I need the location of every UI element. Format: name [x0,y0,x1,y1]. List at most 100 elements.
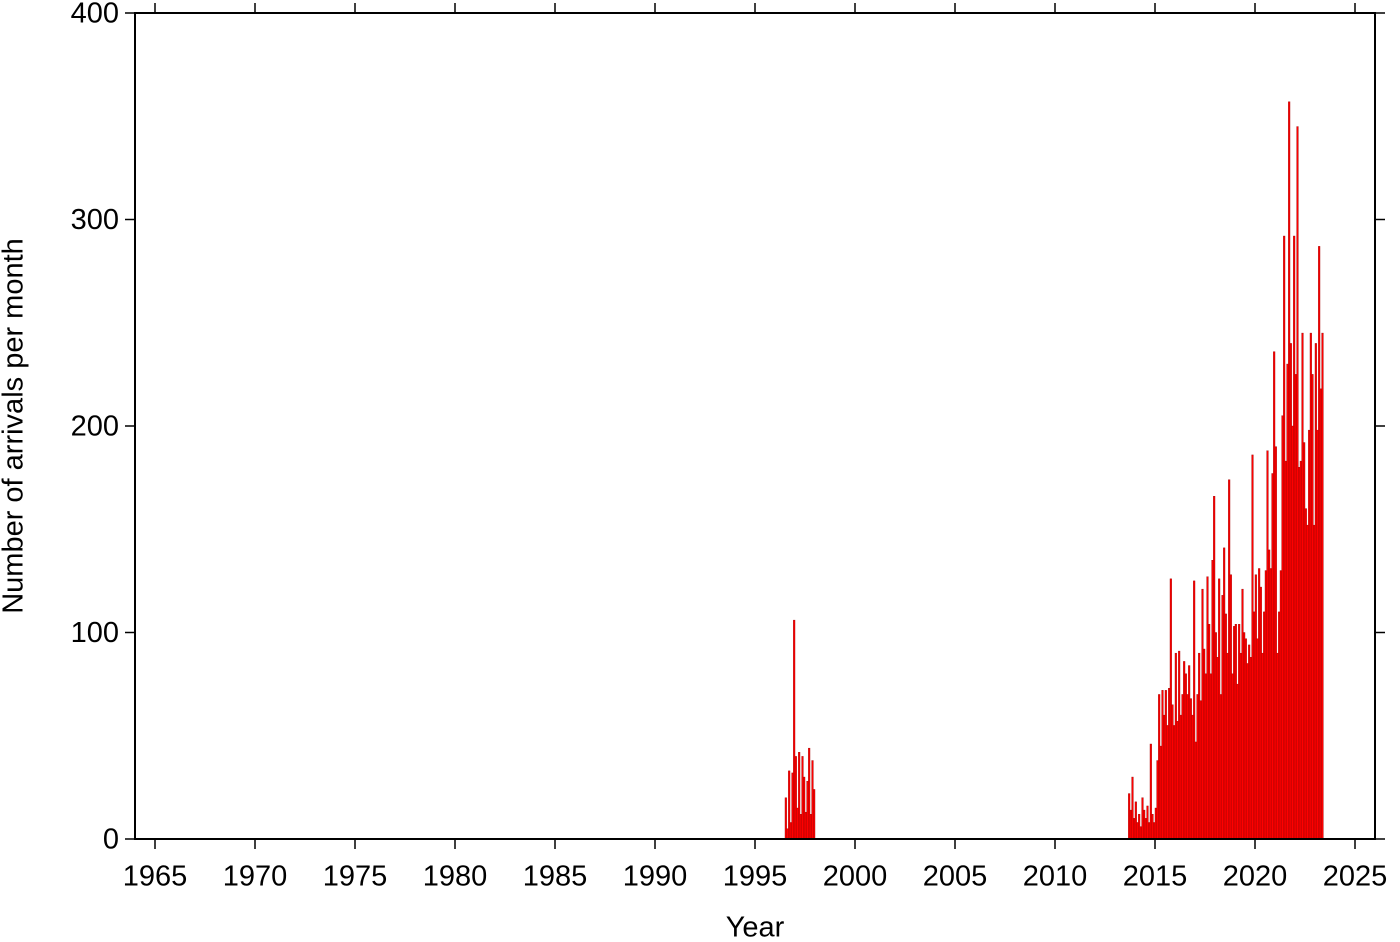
bar [1208,624,1211,840]
bar [1159,745,1162,840]
bar [1203,648,1206,840]
bar [1299,460,1302,840]
bar [1153,822,1156,840]
x-tick-label: 1985 [523,861,588,893]
bar [1211,560,1214,840]
bar [1219,694,1222,840]
bar [1223,547,1226,840]
bar [1139,826,1142,840]
bar [1306,524,1309,840]
bar [811,760,814,840]
x-tick-label: 1990 [623,861,688,893]
bar [1171,704,1174,840]
bar [1314,343,1317,840]
bar [1213,496,1216,840]
bar [1218,578,1221,840]
bar [1304,508,1307,840]
bar [786,828,789,840]
bar [809,814,812,840]
bar [1303,442,1306,840]
bar [1294,374,1297,840]
bar [1136,822,1139,840]
bar [1316,429,1319,840]
bar [1174,652,1177,840]
bar [1161,690,1164,840]
bar [1199,700,1202,840]
bar [1319,388,1322,840]
y-tick-label: 200 [71,411,119,443]
bar [1206,576,1209,840]
bar [1133,818,1136,840]
bar [1308,429,1311,840]
bar [796,807,799,840]
x-tick-label: 2000 [823,861,888,893]
bar [1293,235,1296,840]
bar [1158,694,1161,840]
bar [1269,568,1272,840]
y-tick-label: 0 [103,824,119,856]
bar [806,780,809,840]
bar [1284,460,1287,840]
x-tick-label: 1995 [723,861,788,893]
bar [1179,714,1182,840]
bar [1169,578,1172,840]
bar [1151,814,1154,840]
bar [1221,595,1224,840]
bar [808,747,811,840]
bar [803,776,806,840]
bar [1194,741,1197,840]
bar [801,756,804,840]
bar [1224,613,1227,840]
bar [1241,588,1244,840]
bar [1244,638,1247,840]
bar [798,752,801,840]
bar [1193,580,1196,840]
bar [1216,657,1219,840]
bar [804,811,807,840]
bar [1258,568,1261,840]
bar [1144,818,1147,840]
bar [1154,807,1157,840]
bar [1273,351,1276,840]
bar [1188,665,1191,840]
bar [1261,652,1264,840]
bar [1228,479,1231,840]
bar [1184,673,1187,840]
bar [1146,805,1149,840]
bar [1164,690,1167,840]
bar [1309,332,1312,840]
bar [1156,760,1159,840]
bar [1166,725,1169,840]
bar [1214,632,1217,840]
bar [1253,611,1256,840]
bar [1254,574,1257,840]
bar [1296,126,1299,840]
bar [1231,673,1234,840]
bar [1289,343,1292,840]
bar [1236,683,1239,840]
bar [789,822,792,840]
bar [1288,101,1291,840]
bar [1163,714,1166,840]
bar [1243,632,1246,840]
bar [793,619,796,840]
bar [1263,611,1266,840]
bar [1318,246,1321,840]
bar [1143,809,1146,840]
bar [1234,624,1237,840]
bar [1266,450,1269,840]
x-tick-label: 1980 [423,861,488,893]
bar [1176,721,1179,840]
bar [784,797,787,840]
bar [1229,574,1232,840]
x-tick-label: 2015 [1123,861,1188,893]
y-tick-label: 100 [71,617,119,649]
x-tick-label: 1965 [123,861,188,893]
bar [1226,652,1229,840]
bar [1189,698,1192,840]
bar [1251,454,1254,840]
bar [1249,657,1252,840]
bar [1196,694,1199,840]
bar [1181,694,1184,840]
